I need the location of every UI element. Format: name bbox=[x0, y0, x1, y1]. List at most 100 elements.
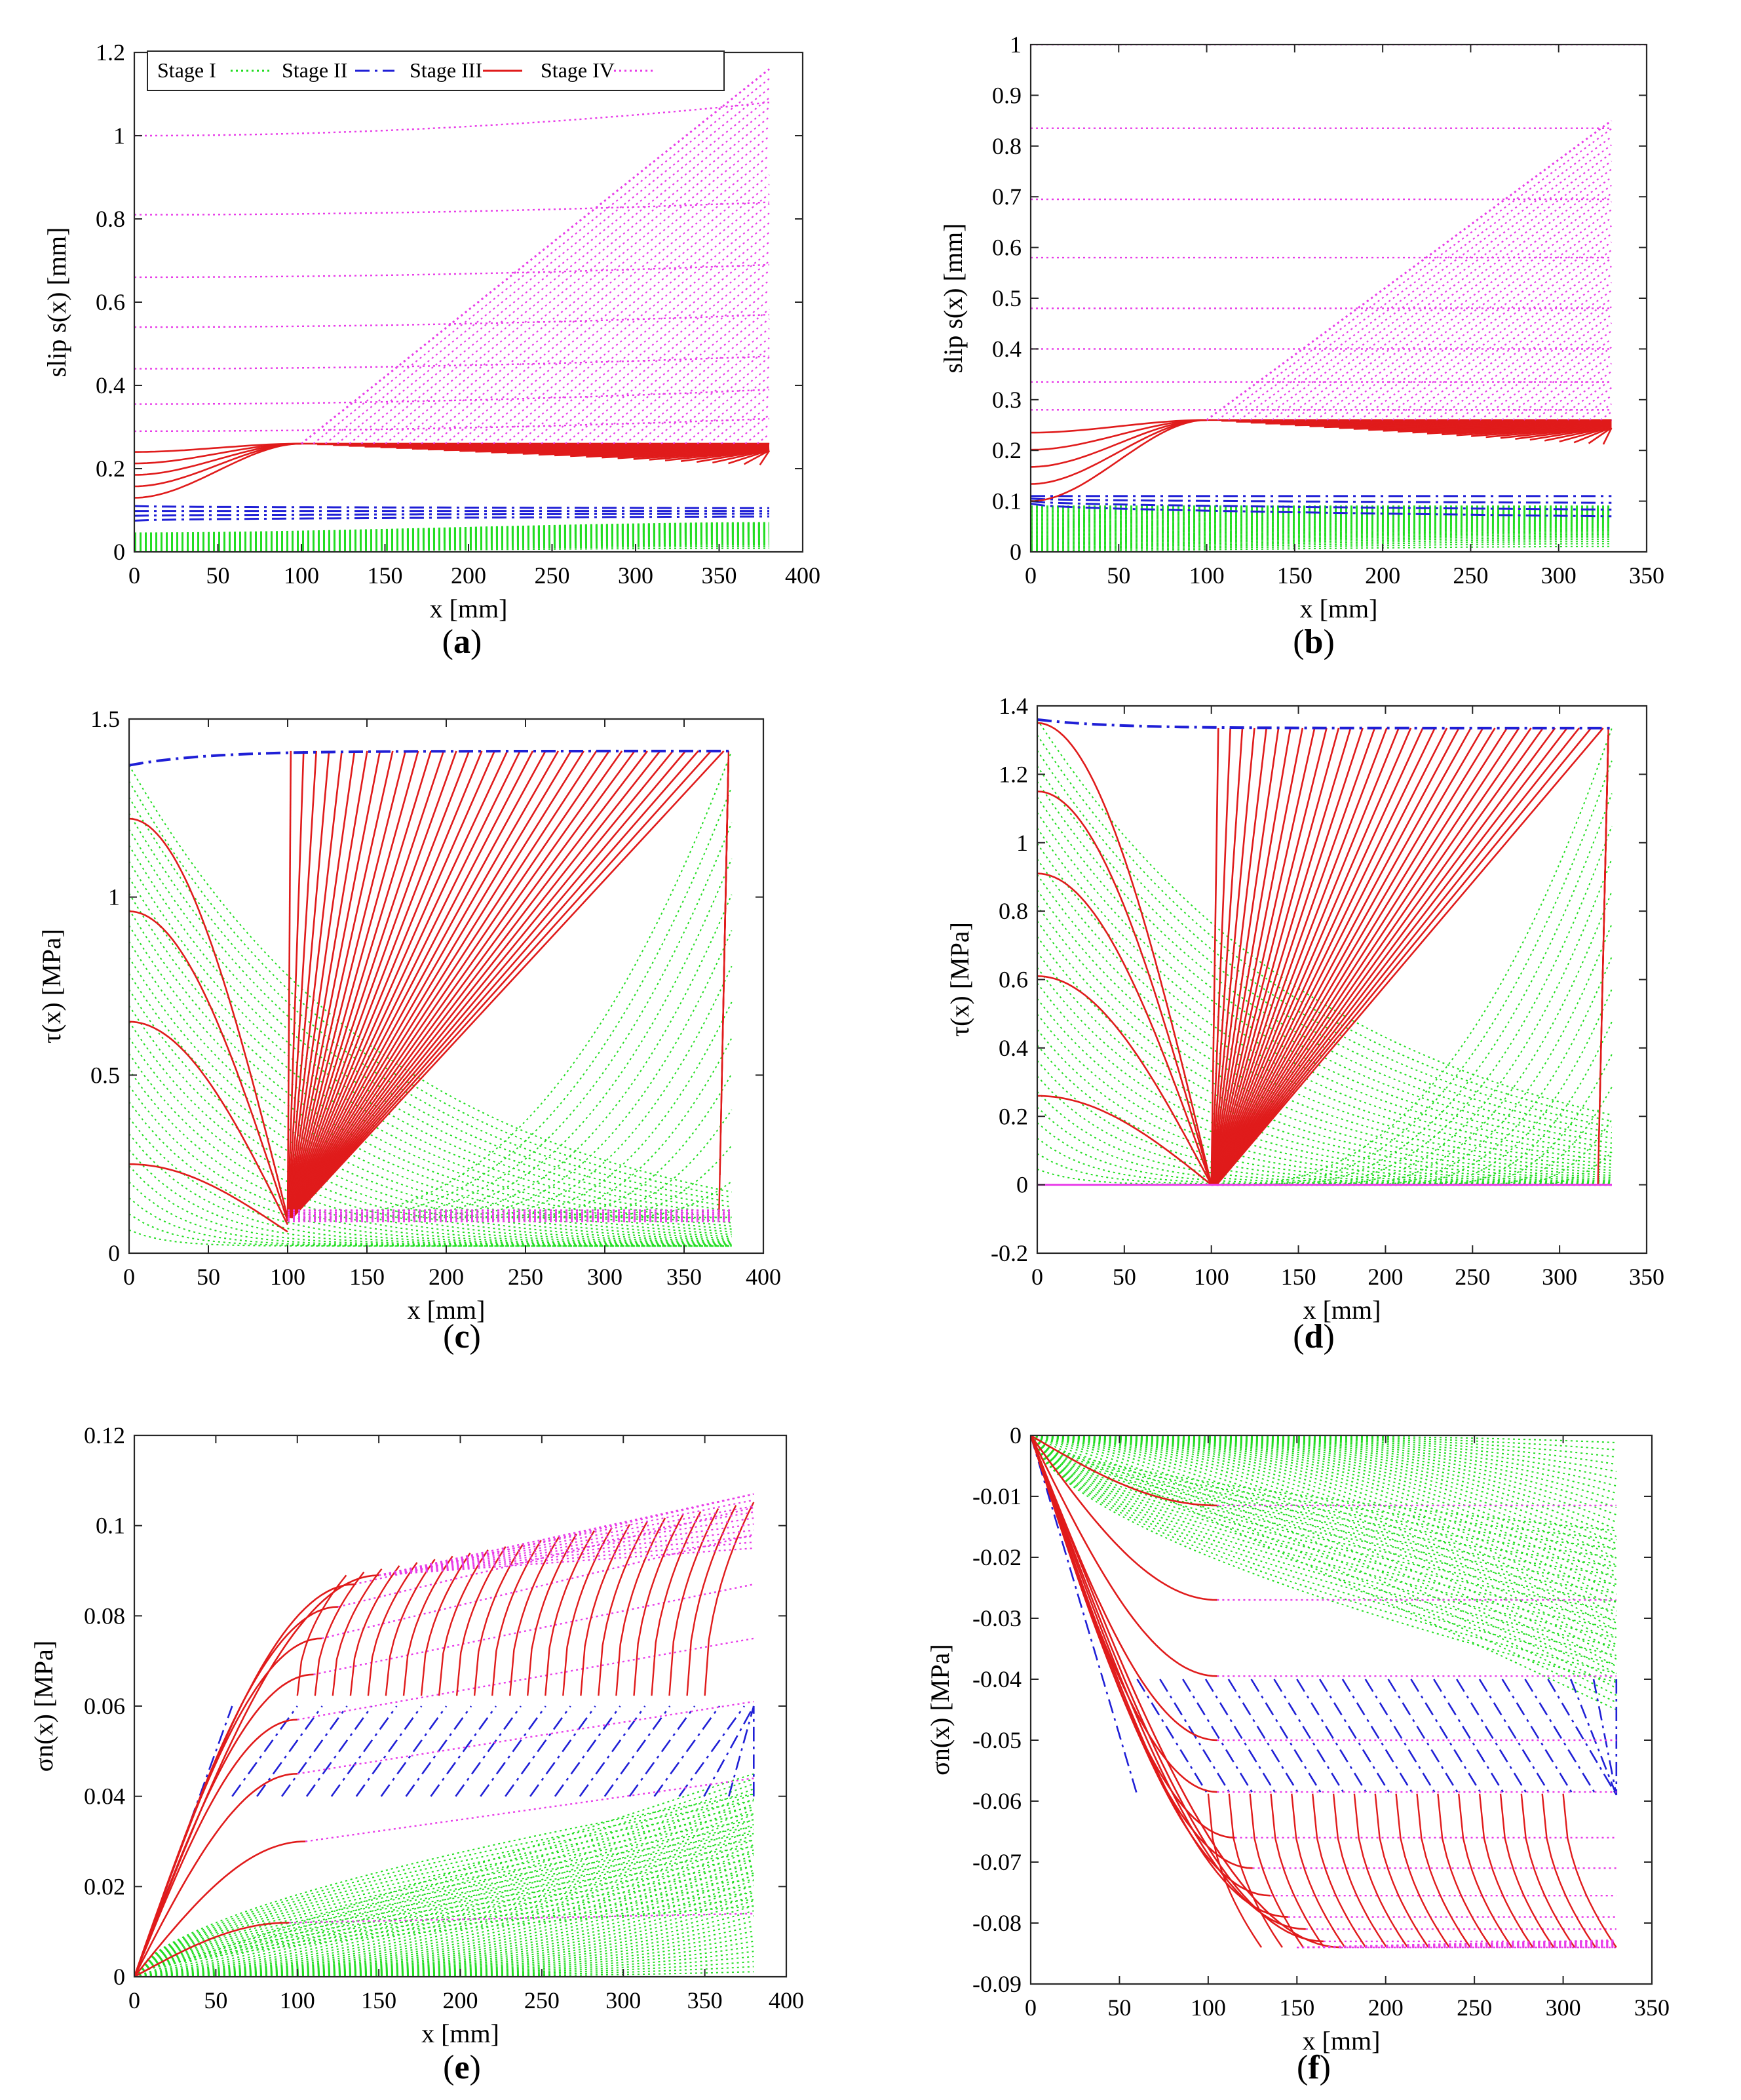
stage1-curve bbox=[1031, 1435, 1617, 1648]
stage4-hatch bbox=[421, 165, 770, 444]
stage3-ramp bbox=[290, 750, 560, 1218]
x-tick-label: 150 bbox=[1279, 1994, 1314, 2021]
panel-label-e: (e) bbox=[443, 2049, 481, 2086]
stage1-curve bbox=[1031, 1435, 1617, 1617]
stage1-curve bbox=[129, 861, 732, 1220]
stage1-curve bbox=[1037, 889, 1612, 1169]
chart-d: 0 50 100 150 200 250 300 350-0.200.20.40.60.811… bbox=[945, 693, 1664, 1325]
stage3-arch bbox=[1031, 1435, 1217, 1793]
stage1-curve bbox=[1031, 520, 1612, 530]
stage4-hatch bbox=[1468, 314, 1612, 421]
stage3-ramp bbox=[1210, 728, 1219, 1185]
y-axis-label: τ(x) [MPa] bbox=[945, 922, 974, 1037]
y-tick-label: 0.04 bbox=[84, 1783, 125, 1810]
y-tick-label: 0.6 bbox=[999, 967, 1028, 993]
stage1-curve bbox=[134, 1778, 754, 1977]
stage4-hatch bbox=[1457, 306, 1612, 421]
stage4-hatch bbox=[1501, 338, 1612, 421]
stage4-hatch bbox=[457, 193, 770, 444]
x-tick-label: 350 bbox=[666, 1264, 702, 1290]
stage1-curve bbox=[134, 1884, 754, 1977]
stage1-curve bbox=[134, 1895, 754, 1977]
y-tick-label: 1 bbox=[108, 884, 120, 910]
stage3-curve bbox=[1031, 419, 1207, 468]
stage1-curve bbox=[134, 1886, 754, 1977]
y-tick-label: -0.02 bbox=[972, 1544, 1022, 1570]
stage1-curve bbox=[1031, 1435, 1617, 1559]
stage1-curve bbox=[1031, 506, 1612, 509]
stage1-curve bbox=[1031, 509, 1612, 514]
x-axis-label: x [mm] bbox=[1303, 2026, 1381, 2055]
y-axis-label: σn(x) [MPa] bbox=[925, 1644, 955, 1775]
stage3-arch bbox=[1031, 1435, 1324, 1943]
stage1-curve bbox=[134, 1859, 754, 1977]
stage1-curve bbox=[134, 1899, 754, 1977]
stage2-line bbox=[628, 1705, 696, 1797]
stage1-curve bbox=[1031, 1435, 1617, 1603]
stage4-hatch bbox=[493, 222, 770, 444]
stage1-curve bbox=[1037, 750, 1613, 1128]
stage3-ramp bbox=[1214, 728, 1460, 1186]
stage1-curve bbox=[134, 1773, 754, 1977]
stage1-curve bbox=[329, 787, 733, 1218]
stage3-arch bbox=[129, 817, 289, 1218]
y-tick-label: 0.8 bbox=[96, 206, 125, 232]
chart-e: 0 50 100 150 200 250 300 350 400 0 0.02 0.04 0.06 0.0… bbox=[29, 1422, 804, 2048]
stage1-curve bbox=[134, 1920, 754, 1977]
y-tick-label: 0.2 bbox=[992, 437, 1022, 463]
stage3-curve bbox=[134, 442, 302, 488]
panel-label-b: (b) bbox=[1293, 623, 1335, 661]
x-tick-label: 400 bbox=[785, 562, 820, 589]
stage2-line bbox=[1318, 1679, 1392, 1796]
stage1-curve bbox=[134, 1940, 754, 1977]
y-tick-label: 1.2 bbox=[999, 761, 1028, 787]
stage4-hatch bbox=[541, 260, 770, 444]
stage3-ramp bbox=[290, 750, 648, 1218]
stage2-line bbox=[355, 1705, 423, 1797]
y-tick-label: 0 bbox=[1016, 1172, 1028, 1198]
stage4-hatch bbox=[1282, 176, 1612, 421]
stage4-hatch bbox=[636, 337, 770, 444]
stage3-line bbox=[1270, 1793, 1325, 1948]
panel-label-d: (d) bbox=[1293, 1318, 1335, 1355]
stage3-ramp bbox=[1212, 728, 1328, 1185]
stage3-curve bbox=[1031, 419, 1207, 434]
stage4-hatch bbox=[708, 395, 770, 444]
x-tick-label: 50 bbox=[197, 1264, 220, 1290]
stage1-curve bbox=[129, 941, 732, 1235]
y-tick-label: 0.02 bbox=[84, 1873, 125, 1899]
stage4-flat bbox=[134, 355, 770, 370]
stage1-curve bbox=[134, 1864, 754, 1977]
stage3-curve bbox=[1031, 419, 1207, 502]
stage3-line bbox=[509, 1536, 560, 1696]
stage4-hatch bbox=[1348, 225, 1612, 421]
stage3-line bbox=[1559, 426, 1612, 443]
stage1-curve bbox=[1037, 719, 1613, 1116]
stage1-curve bbox=[1031, 1435, 1617, 1711]
stage3-ramp bbox=[288, 750, 419, 1218]
stage4-flat bbox=[134, 418, 770, 433]
x-tick-label: 0 bbox=[1031, 1264, 1043, 1290]
stage1-curve bbox=[1031, 1435, 1617, 1559]
stage4-hatch bbox=[432, 174, 770, 444]
stage1-curve bbox=[134, 1859, 754, 1977]
stage3-arch bbox=[129, 1163, 288, 1233]
stage1-curve bbox=[134, 1915, 754, 1977]
stage2-line bbox=[1387, 1679, 1461, 1796]
stage1-curve bbox=[134, 1869, 754, 1977]
chart-f: 0 50 100 150 200 250 300 350 -0.09 -0.08 -0.07 -0.0… bbox=[925, 1422, 1670, 2055]
series-c bbox=[129, 749, 733, 1247]
stage1-curve bbox=[1031, 1435, 1617, 1516]
stage2-curve bbox=[1031, 497, 1612, 504]
stage1-curve bbox=[511, 1038, 733, 1218]
stage3-line bbox=[402, 1555, 453, 1696]
stage1-curve bbox=[1031, 1435, 1617, 1696]
y-tick-label: 0.6 bbox=[96, 289, 125, 315]
chart-b: 0 50 100 150 200 250 300 350 0 0.1 0.2 0.3 0.4 0.5 0.6… bbox=[938, 31, 1664, 623]
stage1-curve bbox=[1031, 1435, 1617, 1523]
x-axis-label: x [mm] bbox=[408, 1295, 486, 1325]
stage2-line bbox=[1341, 1679, 1415, 1796]
x-tick-label: 100 bbox=[1189, 562, 1225, 589]
stage1-curve bbox=[129, 973, 732, 1239]
stage1-curve bbox=[1031, 531, 1612, 541]
